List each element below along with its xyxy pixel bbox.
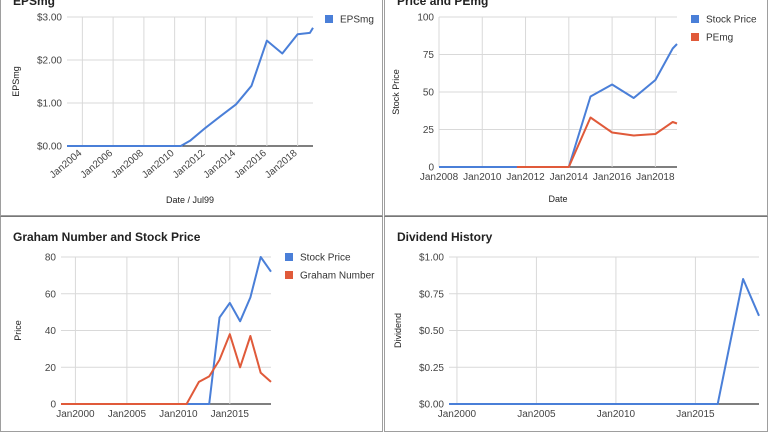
price-pe-chart-panel: Price and PEmg 0 25 50 75 100 Jan2008 Jan2010 Ja… — [384, 0, 768, 216]
y-tick-label: $0.75 — [419, 289, 444, 300]
x-tick-label: Jan2010 — [597, 409, 636, 420]
y-tick-label: 20 — [45, 363, 57, 374]
x-tick-label: Jan2018 — [636, 172, 675, 183]
y-tick-label: $1.00 — [419, 253, 444, 264]
x-tick-label: Jan2000 — [438, 409, 477, 420]
x-tick-label: Jan2008 — [420, 172, 459, 183]
x-tick-label: Jan2010 — [140, 148, 177, 181]
chart-title: Graham Number and Stock Price — [13, 230, 201, 244]
x-tick-label: Jan2004 — [48, 148, 85, 181]
y-tick-label: $0.25 — [419, 363, 444, 374]
series-line — [67, 27, 314, 147]
legend-label: PEmg — [706, 33, 733, 44]
x-axis-label: Date / Jul99 — [166, 195, 214, 205]
legend-label: Stock Price — [706, 15, 757, 26]
x-tick-label: Jan2006 — [79, 148, 116, 181]
y-tick-label: $0.00 — [37, 142, 62, 153]
y-tick-label: $0.00 — [419, 400, 444, 411]
y-tick-label: 40 — [45, 326, 57, 337]
dividend-chart-panel: Dividend History $0.00 $0.25 $0.50 $0.75 $1.0… — [384, 216, 768, 432]
x-tick-label: Jan2015 — [211, 409, 250, 420]
y-tick-label: 50 — [423, 88, 435, 99]
y-axis-label: Dividend — [393, 313, 403, 348]
y-tick-label: 25 — [423, 125, 435, 136]
x-tick-label: Jan2015 — [676, 409, 715, 420]
y-tick-label: $0.50 — [419, 326, 444, 337]
x-tick-label: Jan2010 — [463, 172, 502, 183]
x-tick-label: Jan2014 — [550, 172, 589, 183]
legend-label: Graham Number — [300, 271, 375, 282]
graham-chart-panel: Graham Number and Stock Price 0 20 40 60 80 Ja… — [0, 216, 383, 432]
x-tick-label: Jan2000 — [56, 409, 95, 420]
x-tick-label: Jan2012 — [506, 172, 545, 183]
legend-label: Stock Price — [300, 253, 351, 264]
y-axis-label: Stock Price — [391, 69, 401, 115]
legend-label: EPSmg — [340, 15, 374, 26]
chart-svg: EPSmg$0.00$1.00$2.00$3.00Jan2004Jan2006J… — [11, 0, 374, 205]
y-tick-label: 0 — [50, 400, 56, 411]
series-line — [439, 43, 678, 168]
eps-chart-panel: EPSmg $0.00 $1.00 $2.00 $3.00 Jan2004 Jan2006 J… — [0, 0, 383, 216]
x-tick-label: Jan2008 — [109, 148, 146, 181]
series-line — [449, 278, 760, 405]
legend-swatch — [285, 253, 293, 261]
series-line — [61, 333, 272, 405]
y-axis-label: EPSmg — [11, 66, 21, 97]
chart-svg: Graham Number and Stock Price 0 20 40 60 80 Ja… — [13, 230, 375, 420]
y-tick-label: 0 — [428, 163, 434, 174]
y-tick-label: 100 — [417, 13, 434, 24]
x-tick-label: Jan2005 — [108, 409, 147, 420]
x-axis-label: Date — [548, 194, 567, 204]
x-tick-label: Jan2010 — [159, 409, 198, 420]
x-tick-label: Jan2005 — [517, 409, 556, 420]
x-tick-label: Jan2016 — [232, 148, 269, 181]
x-tick-label: Jan2014 — [202, 148, 239, 181]
legend-swatch — [691, 15, 699, 23]
chart-title: EPSmg — [13, 0, 55, 8]
chart-title: Dividend History — [397, 230, 493, 244]
y-tick-label: 60 — [45, 289, 57, 300]
series-line — [516, 116, 678, 168]
series-line — [61, 256, 272, 405]
y-tick-label: 75 — [423, 50, 435, 61]
chart-svg: Dividend History $0.00 $0.25 $0.50 $0.75 $1.0… — [393, 230, 760, 420]
legend-swatch — [691, 33, 699, 41]
chart-title: Price and PEmg — [397, 0, 488, 8]
x-tick-label: Jan2016 — [593, 172, 632, 183]
y-tick-label: $1.00 — [37, 99, 62, 110]
y-tick-label: $2.00 — [37, 56, 62, 67]
y-axis-label: Price — [13, 320, 23, 341]
x-tick-label: Jan2012 — [171, 148, 208, 181]
legend-swatch — [285, 271, 293, 279]
chart-svg: Price and PEmg 0 25 50 75 100 Jan2008 Jan2010 Ja… — [391, 0, 757, 204]
y-tick-label: $3.00 — [37, 13, 62, 24]
y-tick-label: 80 — [45, 253, 57, 264]
legend-swatch — [325, 15, 333, 23]
x-tick-label: Jan2018 — [263, 148, 300, 181]
